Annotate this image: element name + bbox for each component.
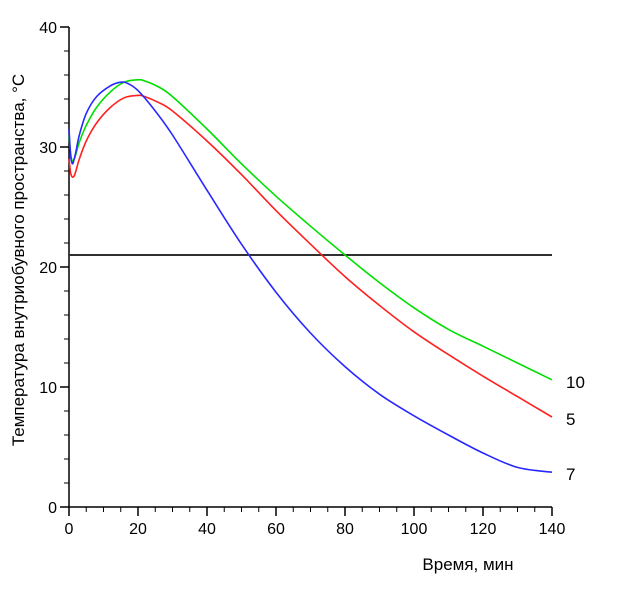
- series-label-7: 7: [566, 465, 575, 484]
- major-ticks: [60, 26, 553, 516]
- x-tick-label: 80: [336, 521, 354, 538]
- minor-ticks: [64, 26, 553, 512]
- series-labels: 10 5 7: [566, 373, 585, 484]
- x-tick-label: 60: [267, 521, 285, 538]
- y-tick-label: 40: [39, 20, 57, 37]
- x-tick-label: 40: [198, 521, 216, 538]
- x-axis-title: Время, мин: [422, 555, 513, 574]
- y-tick-label: 20: [39, 260, 57, 277]
- x-tick-label: 100: [401, 521, 428, 538]
- series-lines: [68, 78, 553, 473]
- x-tick-label: 20: [129, 521, 147, 538]
- x-tick-label: 0: [65, 521, 74, 538]
- series-line-7: [68, 81, 553, 473]
- series-label-5: 5: [566, 410, 575, 429]
- x-tick-label: 120: [470, 521, 497, 538]
- y-axis-title: Температура внутриобувного пространства,…: [9, 74, 28, 446]
- x-tick-label: 140: [539, 521, 566, 538]
- y-tick-label: 0: [48, 500, 57, 517]
- y-tick-label: 30: [39, 140, 57, 157]
- series-line-5: [68, 94, 553, 418]
- y-tick-label: 10: [39, 380, 57, 397]
- series-line-10: [68, 78, 553, 381]
- x-tick-labels: 0 20 40 60 80 100 120 140: [65, 521, 566, 538]
- series-label-10: 10: [566, 373, 585, 392]
- y-tick-labels: 0 10 20 30 40: [39, 20, 57, 517]
